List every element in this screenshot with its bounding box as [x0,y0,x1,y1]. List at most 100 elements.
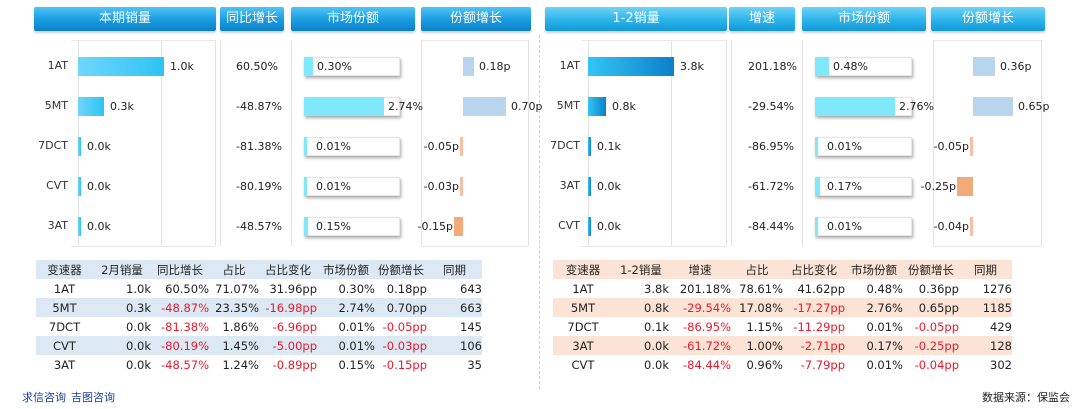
left-share-growth-bar [463,57,474,76]
right-header-0: 1-2销量 [545,7,727,31]
table-cell: 0.17% [866,338,903,353]
left-table-header-cell: 份额增长 [378,262,424,277]
table-cell: 17.08% [739,300,783,315]
table-cell: -29.54% [683,300,731,315]
table-row: 7DCT 0.1k -86.95% 1.15% -11.29pp 0.01% -0.05pp… [553,317,1012,336]
table-row: 7DCT 0.0k -81.38% 1.86% -6.96pp 0.01% -0.05pp 1… [36,317,482,336]
right-gridline [581,246,726,247]
left-header-1: 同比增长 [220,7,284,31]
right-sales-value: 0.1k [597,140,621,153]
right-table-header-cell: 1-2销量 [620,262,662,277]
table-cell: 23.35% [215,300,259,315]
left-share-growth-value: -0.15p [417,220,453,233]
right-category-label: 1AT [559,59,580,72]
table-cell: -84.44% [683,357,731,372]
table-cell: 5MT [52,300,77,315]
left-share-value: 0.01% [316,180,351,193]
left-sales-bar [78,137,81,156]
table-cell: 0.0k [126,319,151,334]
table-row: 5MT 0.3k -48.87% 23.35% -16.98pp 2.74% 0.70pp 6… [36,298,482,317]
right-sales-value: 3.8k [680,60,704,73]
table-cell: 1.00% [746,338,783,353]
right-share-growth-value: -0.05p [933,140,969,153]
left-share-value: 0.01% [316,140,351,153]
left-share-growth-bar [460,137,463,156]
left-share-value: 2.74% [388,100,423,113]
table-row: 5MT 0.8k -29.54% 17.08% -17.27pp 2.76% 0.65pp 1… [553,298,1012,317]
right-share-bar [815,217,818,236]
left-table-header-cell: 占比变化 [265,262,311,277]
table-cell: 0.8k [644,300,669,315]
table-cell: 3AT [572,338,594,353]
right-share-growth-bar [973,57,995,76]
right-data-table: 变速器 1-2销量 增速 占比 占比变化 市场份额 份额增长 同期 1AT 3.8k 201.18%… [553,260,1012,374]
left-yoy-value: -48.87% [236,100,282,113]
table-cell: 0.65pp [918,300,959,315]
table-cell: -0.04pp [914,357,959,372]
table-cell: 1.15% [746,319,783,334]
table-cell: 2.76% [866,300,903,315]
right-yoy-value: -61.72% [748,180,794,193]
right-sales-bar [588,177,591,196]
table-cell: 41.62pp [797,281,845,296]
left-sales-value: 1.0k [170,60,194,73]
table-cell: -48.57% [161,357,209,372]
table-cell: -81.38% [161,319,209,334]
right-sales-value: 0.0k [597,220,621,233]
right-share-growth-value: 0.36p [1000,60,1032,73]
right-table-header-cell: 变速器 [565,262,601,277]
table-cell: 0.36pp [918,281,959,296]
right-share-bar [815,97,895,116]
right-table-header-cell: 增速 [688,262,712,277]
right-gridline [1041,40,1042,246]
table-row: 1AT 1.0k 60.50% 71.07% 31.96pp 0.30% 0.18pp 643 [36,279,482,298]
table-cell: 663 [460,300,482,315]
left-table-header-cell: 同比增长 [157,262,203,277]
left-yoy-value: -80.19% [236,180,282,193]
footer-link-jitu[interactable]: 吉图咨询 [71,391,115,404]
left-table-header-cell: 占比 [222,262,246,277]
right-gridline [726,40,727,246]
table-cell: 1276 [982,281,1012,296]
table-cell: 0.96% [746,357,783,372]
right-table-header-cell: 占比变化 [791,262,837,277]
left-table-header-cell: 同期 [443,262,466,277]
table-cell: 35 [467,357,482,372]
right-share-value: 2.76% [899,100,934,113]
right-share-bar [815,177,820,196]
right-share-growth-bar [970,217,973,236]
table-cell: 71.07% [215,281,259,296]
left-share-growth-value: -0.05p [423,140,459,153]
left-gridline [71,246,215,247]
table-cell: 3AT [53,357,76,372]
left-share-bar [304,217,308,236]
data-source: 数据来源：保监会 [982,391,1070,404]
table-cell: 0.15% [338,357,375,372]
table-cell: -0.15pp [382,357,427,372]
left-gridline [421,40,528,41]
right-share-value: 0.48% [833,60,868,73]
left-gridline [220,40,221,246]
table-cell: -0.89pp [272,357,317,372]
footer-link-qiuxin[interactable]: 求信咨询 [22,391,66,404]
table-row: 3AT 0.0k -48.57% 1.24% -0.89pp 0.15% -0.15pp 35 [36,355,482,374]
right-category-label: CVT [558,219,580,232]
right-header-1: 增速 [729,7,795,31]
table-cell: 0.48% [866,281,903,296]
table-cell: 2.74% [338,300,375,315]
left-sales-value: 0.0k [87,180,111,193]
left-share-bar [304,57,313,76]
table-cell: 1AT [53,281,76,296]
left-sales-value: 0.0k [87,220,111,233]
right-table-header-cell: 市场份额 [851,262,897,277]
left-sales-value: 0.0k [87,140,111,153]
table-cell: -0.05pp [914,319,959,334]
left-gridline [161,40,162,246]
right-share-growth-value: -0.04p [933,220,969,233]
table-cell: 0.0k [126,338,151,353]
table-row: CVT 0.0k -84.44% 0.96% -7.79pp 0.01% -0.04pp 30… [553,355,1012,374]
table-cell: -86.95% [683,319,731,334]
left-gridline [71,40,215,41]
table-cell: 5MT [570,300,596,315]
left-table-header-row: 变速器 2月销量 同比增长 占比 占比变化 市场份额 份额增长 同期 [36,260,482,279]
